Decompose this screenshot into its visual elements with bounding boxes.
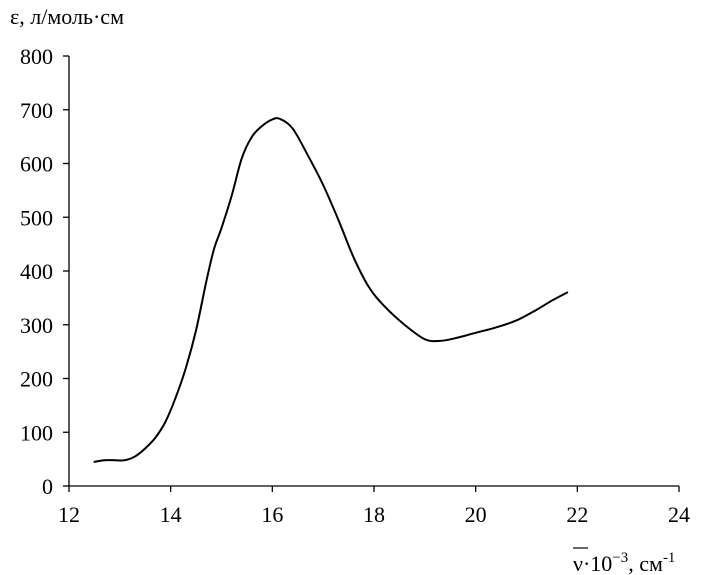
y-axis-title: ε, л/моль·см <box>10 4 124 29</box>
plot-area <box>93 117 569 463</box>
x-tick-label: 24 <box>668 502 690 527</box>
y-tick-label: 200 <box>20 367 53 392</box>
y-tick-label: 800 <box>20 44 53 69</box>
x-axis-title-exponent: −3 <box>612 550 628 566</box>
y-tick-label: 600 <box>20 152 53 177</box>
x-tick-label: 18 <box>363 502 385 527</box>
y-tick-label: 300 <box>20 313 53 338</box>
y-axis: 0 100 200 300 400 500 600 700 800 <box>20 44 70 499</box>
x-axis-title-unit-exponent: -1 <box>663 550 676 566</box>
x-tick-label: 16 <box>261 502 283 527</box>
svg-text:ν·10−3, см-1: ν·10−3, см-1 <box>573 550 675 575</box>
x-axis-title: ν·10−3, см-1 <box>573 547 675 575</box>
y-tick-label: 100 <box>20 420 53 445</box>
x-axis-title-multiplier: ·10 <box>583 551 612 575</box>
x-tick-label: 20 <box>465 502 487 527</box>
x-axis-title-symbol: ν <box>573 551 583 575</box>
x-axis: 12 14 16 18 20 22 24 <box>58 485 690 527</box>
x-tick-label: 22 <box>566 502 588 527</box>
y-tick-label: 700 <box>20 98 53 123</box>
y-tick-label: 400 <box>20 259 53 284</box>
y-tick-label: 0 <box>42 474 53 499</box>
x-axis-title-unit: , см <box>628 551 663 575</box>
x-tick-label: 14 <box>160 502 182 527</box>
x-tick-label: 12 <box>58 502 80 527</box>
series-line <box>93 117 569 463</box>
y-tick-label: 500 <box>20 205 53 230</box>
